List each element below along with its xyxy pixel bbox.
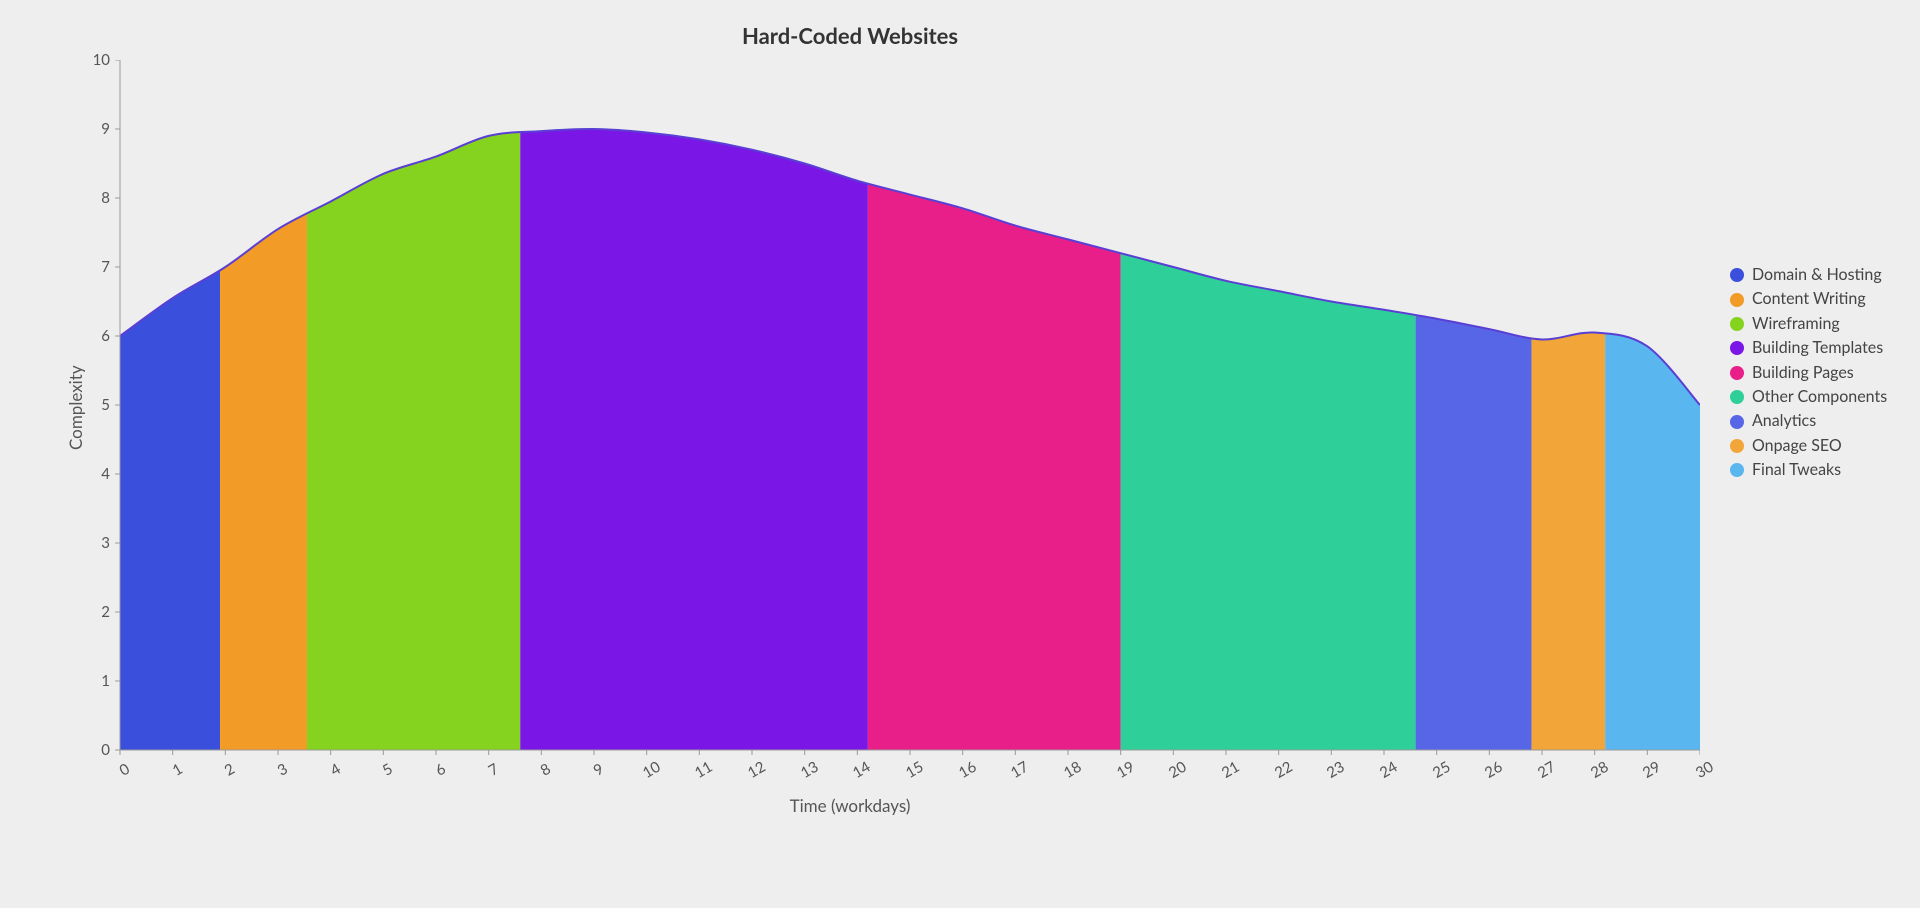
x-tick-label: 5 [380,760,397,780]
legend-swatch-icon [1730,317,1744,331]
x-tick-label: 1 [169,760,186,780]
x-tick-label: 10 [639,758,663,782]
x-tick-label: 21 [1218,758,1242,782]
x-tick-label: 17 [1008,758,1032,782]
y-tick-label: 10 [80,51,110,69]
x-tick-label: 9 [590,760,607,780]
legend-label: Domain & Hosting [1752,266,1882,284]
legend-swatch-icon [1730,390,1744,404]
legend-swatch-icon [1730,341,1744,355]
x-tick-label: 6 [432,760,449,780]
x-tick-label: 28 [1587,758,1611,782]
x-tick-label: 0 [116,760,133,780]
x-tick-label: 26 [1482,758,1506,782]
legend-item[interactable]: Building Pages [1730,364,1887,382]
x-tick-label: 23 [1324,758,1348,782]
y-tick-label: 9 [80,120,110,138]
legend-item[interactable]: Domain & Hosting [1730,266,1887,284]
legend-item[interactable]: Wireframing [1730,315,1887,333]
x-tick-label: 25 [1429,758,1453,782]
y-tick-label: 4 [80,465,110,483]
legend-item[interactable]: Final Tweaks [1730,461,1887,479]
y-tick-label: 8 [80,189,110,207]
x-tick-label: 30 [1692,758,1716,782]
x-tick-label: 11 [692,758,716,782]
legend-item[interactable]: Analytics [1730,412,1887,430]
legend-label: Building Pages [1752,364,1854,382]
legend-label: Wireframing [1752,315,1840,333]
legend-swatch-icon [1730,463,1744,477]
legend-item[interactable]: Building Templates [1730,339,1887,357]
x-tick-label: 2 [222,760,239,780]
x-tick-label: 20 [1166,758,1190,782]
x-axis-label: Time (workdays) [0,795,1700,816]
x-tick-label: 3 [274,760,291,780]
legend-item[interactable]: Onpage SEO [1730,437,1887,455]
x-tick-label: 14 [850,758,874,782]
x-tick-label: 24 [1376,758,1400,782]
legend-swatch-icon [1730,415,1744,429]
x-tick-label: 19 [1113,758,1137,782]
x-tick-label: 27 [1534,758,1558,782]
y-tick-label: 6 [80,327,110,345]
legend-label: Content Writing [1752,290,1866,308]
y-tick-label: 0 [80,741,110,759]
x-tick-label: 13 [797,758,821,782]
y-axis-label: Complexity [65,365,86,450]
legend-item[interactable]: Content Writing [1730,290,1887,308]
x-tick-label: 29 [1640,758,1664,782]
y-tick-label: 1 [80,672,110,690]
x-tick-label: 15 [902,758,926,782]
legend: Domain & Hosting Content Writing Wireframi… [1730,260,1887,486]
legend-label: Final Tweaks [1752,461,1841,479]
x-tick-label: 18 [1060,758,1084,782]
legend-swatch-icon [1730,293,1744,307]
legend-swatch-icon [1730,366,1744,380]
y-tick-label: 7 [80,258,110,276]
legend-label: Analytics [1752,412,1816,430]
chart-plot [114,60,1700,758]
x-tick-label: 8 [538,760,555,780]
chart-title: Hard-Coded Websites [0,22,1700,49]
legend-label: Onpage SEO [1752,437,1842,455]
x-tick-label: 12 [744,758,768,782]
legend-item[interactable]: Other Components [1730,388,1887,406]
y-tick-label: 3 [80,534,110,552]
x-tick-label: 4 [327,760,344,780]
legend-swatch-icon [1730,439,1744,453]
x-tick-label: 16 [955,758,979,782]
x-tick-label: 7 [485,760,502,780]
x-tick-label: 22 [1271,758,1295,782]
y-tick-label: 2 [80,603,110,621]
legend-label: Other Components [1752,388,1887,406]
legend-swatch-icon [1730,268,1744,282]
legend-label: Building Templates [1752,339,1883,357]
